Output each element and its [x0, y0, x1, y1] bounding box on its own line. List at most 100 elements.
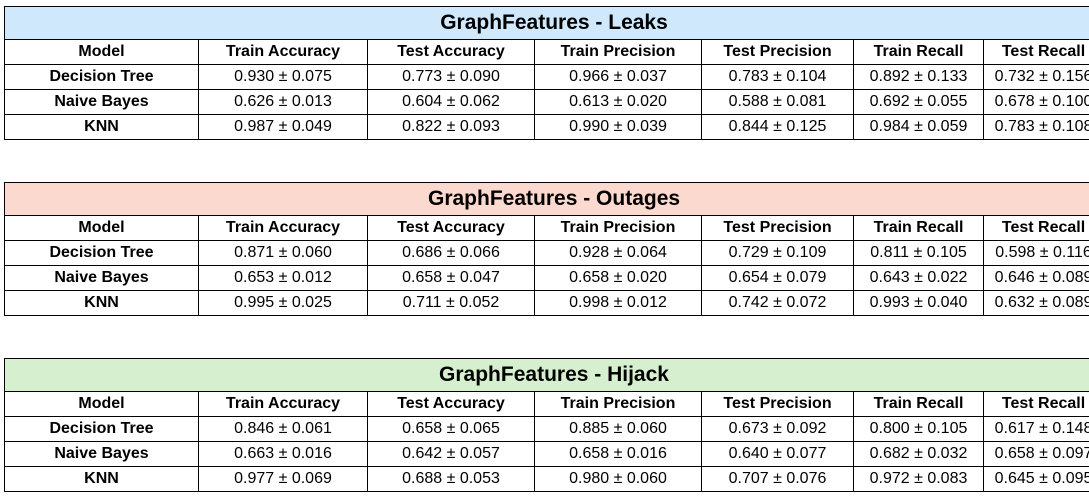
table-row: Naive Bayes 0.626 ± 0.013 0.604 ± 0.062 … — [4, 89, 1089, 115]
metric-cell: 0.653 ± 0.012 — [198, 265, 368, 291]
model-name: Decision Tree — [4, 416, 199, 442]
metric-cell: 0.972 ± 0.083 — [853, 466, 984, 492]
metric-cell: 0.632 ± 0.089 — [982, 290, 1089, 316]
model-name: Naive Bayes — [4, 441, 199, 467]
metric-cell: 0.783 ± 0.108 — [983, 114, 1089, 140]
column-header: Train Recall — [853, 215, 984, 241]
metric-cell: 0.658 ± 0.065 — [367, 416, 535, 442]
table-row: KNN 0.977 ± 0.069 0.688 ± 0.053 0.980 ± … — [4, 466, 1089, 492]
model-name: Naive Bayes — [4, 89, 199, 115]
metric-cell: 0.626 ± 0.013 — [198, 89, 368, 115]
metric-cell: 0.588 ± 0.081 — [701, 89, 854, 115]
metric-cell: 0.822 ± 0.093 — [367, 114, 535, 140]
column-header: Train Precision — [534, 215, 702, 241]
results-table-leaks: GraphFeatures - Leaks Model Train Accura… — [4, 6, 1089, 140]
model-name: Decision Tree — [4, 64, 199, 90]
metric-cell: 0.642 ± 0.057 — [367, 441, 535, 467]
metric-cell: 0.598 ± 0.116 — [982, 240, 1089, 266]
metric-cell: 0.742 ± 0.072 — [701, 290, 854, 316]
metric-cell: 0.686 ± 0.066 — [367, 240, 535, 266]
metric-cell: 0.646 ± 0.089 — [982, 265, 1089, 291]
metric-cell: 0.732 ± 0.156 — [983, 64, 1089, 90]
model-name: KNN — [4, 466, 199, 492]
metric-cell: 0.678 ± 0.100 — [983, 89, 1089, 115]
model-name: Decision Tree — [4, 240, 199, 266]
metric-cell: 0.658 ± 0.020 — [534, 265, 702, 291]
header-row: Model Train Accuracy Test Accuracy Train… — [4, 391, 1089, 417]
column-header: Train Recall — [853, 39, 984, 65]
table-row: Naive Bayes 0.653 ± 0.012 0.658 ± 0.047 … — [4, 265, 1089, 291]
table-row: Decision Tree 0.930 ± 0.075 0.773 ± 0.09… — [4, 64, 1089, 90]
metric-cell: 0.692 ± 0.055 — [853, 89, 984, 115]
metric-cell: 0.682 ± 0.032 — [853, 441, 984, 467]
metric-cell: 0.800 ± 0.105 — [853, 416, 984, 442]
results-table-hijack: GraphFeatures - Hijack Model Train Accur… — [3, 358, 1089, 492]
column-header: Test Recall — [982, 215, 1089, 241]
metric-cell: 0.643 ± 0.022 — [853, 265, 984, 291]
header-row: Model Train Accuracy Test Accuracy Train… — [4, 39, 1089, 65]
metric-cell: 0.966 ± 0.037 — [534, 64, 702, 90]
table-title: GraphFeatures - Outages — [3, 182, 1089, 216]
metric-cell: 0.673 ± 0.092 — [701, 416, 854, 442]
table-row: Naive Bayes 0.663 ± 0.016 0.642 ± 0.057 … — [4, 441, 1089, 467]
metric-cell: 0.977 ± 0.069 — [198, 466, 368, 492]
table-title: GraphFeatures - Hijack — [3, 358, 1089, 392]
table-title: GraphFeatures - Leaks — [4, 6, 1089, 40]
table-row: KNN 0.987 ± 0.049 0.822 ± 0.093 0.990 ± … — [4, 114, 1089, 140]
metric-cell: 0.990 ± 0.039 — [534, 114, 702, 140]
metric-cell: 0.984 ± 0.059 — [853, 114, 984, 140]
metric-cell: 0.811 ± 0.105 — [853, 240, 984, 266]
metric-cell: 0.987 ± 0.049 — [198, 114, 368, 140]
table-row: KNN 0.995 ± 0.025 0.711 ± 0.052 0.998 ± … — [4, 290, 1089, 316]
results-table-outages: GraphFeatures - Outages Model Train Accu… — [3, 182, 1089, 316]
table-row: Decision Tree 0.871 ± 0.060 0.686 ± 0.06… — [4, 240, 1089, 266]
metric-cell: 0.773 ± 0.090 — [367, 64, 535, 90]
metric-cell: 0.846 ± 0.061 — [198, 416, 368, 442]
metric-cell: 0.654 ± 0.079 — [701, 265, 854, 291]
metric-cell: 0.663 ± 0.016 — [198, 441, 368, 467]
metric-cell: 0.783 ± 0.104 — [701, 64, 854, 90]
metric-cell: 0.707 ± 0.076 — [701, 466, 854, 492]
metric-cell: 0.645 ± 0.095 — [982, 466, 1089, 492]
metric-cell: 0.613 ± 0.020 — [534, 89, 702, 115]
column-header: Model — [4, 391, 199, 417]
column-header: Test Recall — [983, 39, 1089, 65]
metric-cell: 0.871 ± 0.060 — [198, 240, 368, 266]
column-header: Test Accuracy — [367, 391, 535, 417]
column-header: Train Precision — [534, 391, 702, 417]
model-name: KNN — [4, 114, 199, 140]
metric-cell: 0.658 ± 0.047 — [367, 265, 535, 291]
metric-cell: 0.617 ± 0.148 — [982, 416, 1089, 442]
metric-cell: 0.844 ± 0.125 — [701, 114, 854, 140]
column-header: Train Accuracy — [198, 391, 368, 417]
column-header: Test Precision — [701, 39, 854, 65]
column-header: Train Accuracy — [198, 215, 368, 241]
metric-cell: 0.930 ± 0.075 — [198, 64, 368, 90]
table-row: Decision Tree 0.846 ± 0.061 0.658 ± 0.06… — [4, 416, 1089, 442]
metric-cell: 0.928 ± 0.064 — [534, 240, 702, 266]
metric-cell: 0.998 ± 0.012 — [534, 290, 702, 316]
column-header: Train Recall — [853, 391, 984, 417]
column-header: Model — [4, 215, 199, 241]
metric-cell: 0.604 ± 0.062 — [367, 89, 535, 115]
column-header: Test Precision — [701, 215, 854, 241]
column-header: Model — [4, 39, 199, 65]
model-name: KNN — [4, 290, 199, 316]
metric-cell: 0.658 ± 0.016 — [534, 441, 702, 467]
column-header: Test Accuracy — [367, 215, 535, 241]
metric-cell: 0.640 ± 0.077 — [701, 441, 854, 467]
header-row: Model Train Accuracy Test Accuracy Train… — [4, 215, 1089, 241]
metric-cell: 0.711 ± 0.052 — [367, 290, 535, 316]
column-header: Train Accuracy — [198, 39, 368, 65]
metric-cell: 0.688 ± 0.053 — [367, 466, 535, 492]
metric-cell: 0.658 ± 0.097 — [982, 441, 1089, 467]
column-header: Test Precision — [701, 391, 854, 417]
column-header: Train Precision — [534, 39, 702, 65]
metric-cell: 0.885 ± 0.060 — [534, 416, 702, 442]
metric-cell: 0.980 ± 0.060 — [534, 466, 702, 492]
metric-cell: 0.993 ± 0.040 — [853, 290, 984, 316]
metric-cell: 0.995 ± 0.025 — [198, 290, 368, 316]
metric-cell: 0.729 ± 0.109 — [701, 240, 854, 266]
column-header: Test Accuracy — [367, 39, 535, 65]
column-header: Test Recall — [982, 391, 1089, 417]
